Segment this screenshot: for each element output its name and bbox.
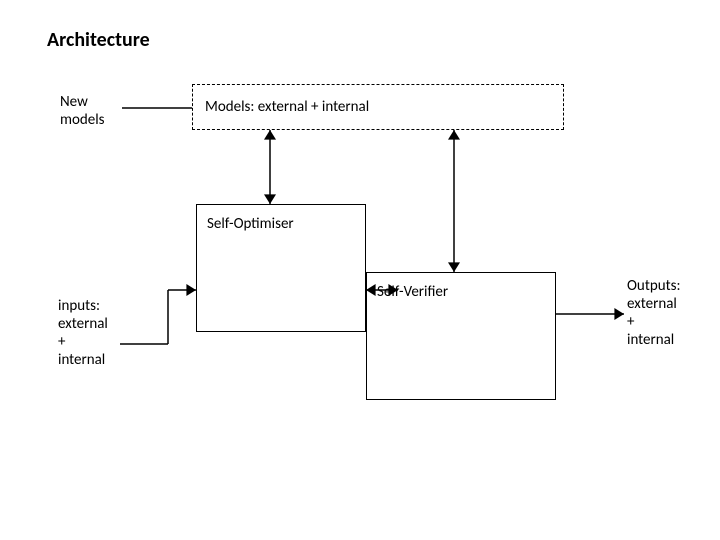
edges-layer [0,0,720,540]
